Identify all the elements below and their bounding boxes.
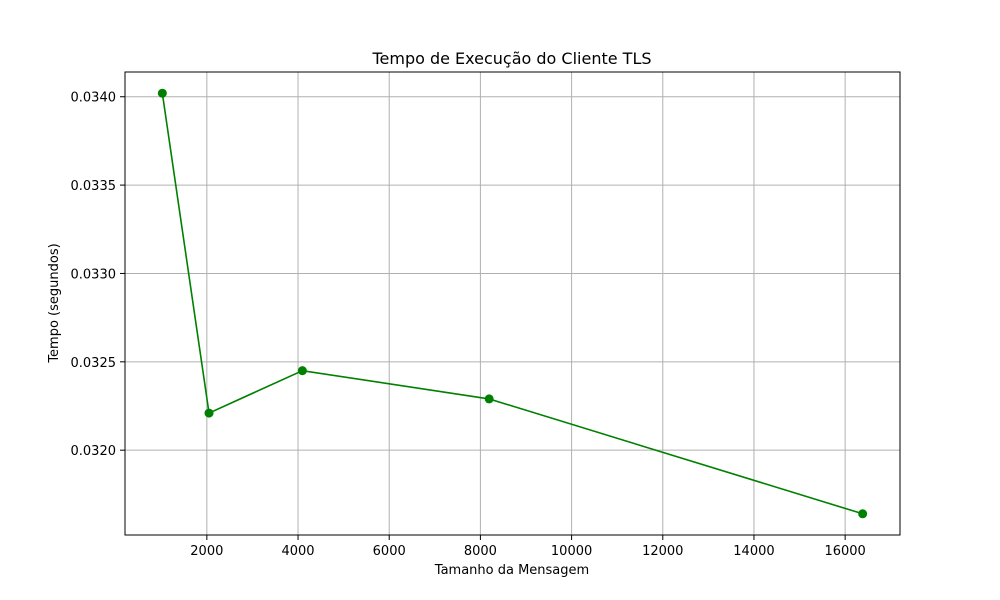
series-layer — [157, 88, 868, 519]
x-tick-label: 2000 — [190, 544, 223, 559]
y-tick-label: 0.0330 — [71, 267, 117, 282]
plot-frame — [124, 71, 901, 536]
x-tick-label: 4000 — [281, 544, 314, 559]
data-point — [157, 88, 167, 98]
x-axis-ticks: 2000 4000 6000 8000 10000 12000 14000 16000 — [190, 535, 866, 559]
y-axis-label: Tempo (segundos) — [47, 243, 62, 363]
data-point — [204, 408, 214, 418]
data-point — [484, 394, 494, 404]
x-tick-label: 8000 — [464, 544, 497, 559]
data-point — [858, 509, 868, 519]
grid — [125, 72, 900, 535]
y-tick-label: 0.0335 — [71, 179, 117, 194]
x-axis-label: Tamanho da Mensagem — [434, 563, 589, 578]
y-axis-ticks: 0.0320 0.0325 0.0330 0.0335 0.0340 — [71, 91, 125, 459]
x-tick-label: 6000 — [373, 544, 406, 559]
x-tick-label: 14000 — [733, 544, 774, 559]
x-tick-label: 16000 — [824, 544, 865, 559]
chart-title: Tempo de Execução do Cliente TLS — [371, 49, 651, 68]
y-tick-label: 0.0325 — [71, 356, 117, 371]
x-tick-label: 10000 — [551, 544, 592, 559]
data-point — [297, 366, 307, 376]
series-line — [161, 93, 863, 515]
y-tick-label: 0.0320 — [71, 444, 117, 459]
y-tick-label: 0.0340 — [71, 91, 117, 106]
x-tick-label: 12000 — [642, 544, 683, 559]
